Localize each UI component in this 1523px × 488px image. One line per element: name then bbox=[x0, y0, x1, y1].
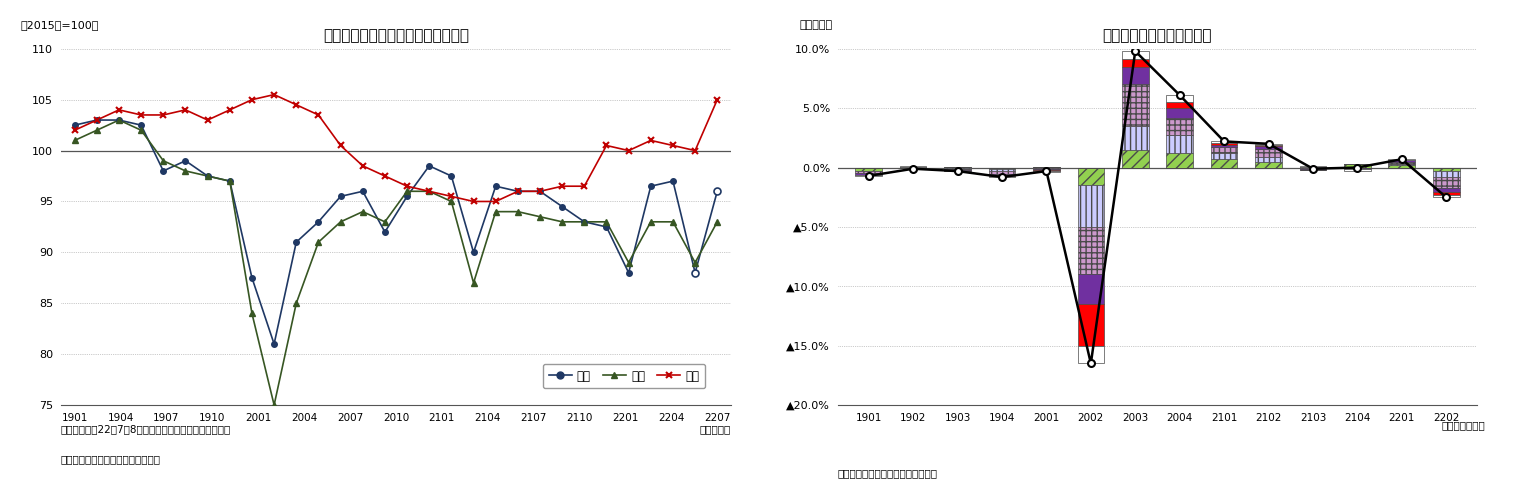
Title: 鉱工業生産・出荷・在庫指数の推移: 鉱工業生産・出荷・在庫指数の推移 bbox=[323, 28, 469, 43]
Bar bbox=[1122, 126, 1148, 150]
Bar bbox=[1433, 192, 1459, 195]
Bar bbox=[1389, 165, 1415, 167]
Bar bbox=[1078, 185, 1104, 227]
Bar bbox=[1433, 167, 1459, 171]
Bar bbox=[1122, 60, 1148, 66]
Bar bbox=[1122, 51, 1148, 60]
Bar bbox=[988, 174, 1016, 175]
Bar bbox=[1167, 153, 1193, 167]
Bar bbox=[1433, 195, 1459, 197]
Bar bbox=[1167, 136, 1193, 153]
Text: （2015年=100）: （2015年=100） bbox=[21, 20, 99, 30]
Bar bbox=[944, 167, 972, 169]
Bar bbox=[1255, 146, 1282, 148]
Bar bbox=[1389, 160, 1415, 161]
Bar bbox=[1343, 169, 1371, 171]
Bar bbox=[1211, 145, 1237, 147]
Bar bbox=[944, 169, 972, 170]
Bar bbox=[988, 169, 1016, 170]
Bar bbox=[1255, 145, 1282, 146]
Bar bbox=[856, 175, 882, 176]
Bar bbox=[1211, 159, 1237, 167]
Bar bbox=[988, 175, 1016, 176]
Bar bbox=[1167, 108, 1193, 118]
Legend: 生産, 出荷, 在庫: 生産, 出荷, 在庫 bbox=[542, 364, 705, 388]
Bar bbox=[1433, 177, 1459, 188]
Bar bbox=[1033, 171, 1060, 172]
Bar bbox=[1122, 150, 1148, 167]
Title: 鉱工業生産の業種別寄与度: 鉱工業生産の業種別寄与度 bbox=[1103, 28, 1212, 43]
Bar bbox=[1211, 147, 1237, 153]
Bar bbox=[988, 176, 1016, 177]
Bar bbox=[1167, 102, 1193, 108]
Bar bbox=[1255, 162, 1282, 167]
Bar bbox=[1078, 274, 1104, 304]
Text: （年・四半期）: （年・四半期） bbox=[1441, 420, 1485, 429]
Bar bbox=[856, 170, 882, 171]
Bar bbox=[856, 173, 882, 175]
Bar bbox=[1078, 304, 1104, 346]
Bar bbox=[1122, 84, 1148, 126]
Bar bbox=[1078, 167, 1104, 185]
Bar bbox=[988, 170, 1016, 174]
Bar bbox=[1255, 148, 1282, 157]
Bar bbox=[1389, 162, 1415, 164]
Bar bbox=[1389, 161, 1415, 162]
Bar bbox=[856, 167, 882, 170]
Bar bbox=[1299, 166, 1327, 167]
Bar bbox=[1033, 168, 1060, 169]
Bar bbox=[1211, 143, 1237, 145]
Bar bbox=[1343, 167, 1371, 169]
Bar bbox=[1211, 153, 1237, 159]
Bar bbox=[1389, 164, 1415, 165]
Bar bbox=[1033, 167, 1060, 168]
Bar bbox=[1211, 142, 1237, 143]
Text: （資料）経済産業省「鉱工業指数」: （資料）経済産業省「鉱工業指数」 bbox=[838, 468, 938, 478]
Bar bbox=[1033, 170, 1060, 171]
Bar bbox=[988, 167, 1016, 169]
Bar bbox=[1167, 95, 1193, 102]
Bar bbox=[1343, 164, 1371, 167]
Bar bbox=[1255, 144, 1282, 145]
Bar bbox=[1299, 167, 1327, 169]
Text: （資料）経済産業省「鉱工業指数」: （資料）経済産業省「鉱工業指数」 bbox=[61, 454, 161, 464]
Bar bbox=[1033, 169, 1060, 170]
Bar bbox=[900, 166, 926, 167]
Bar bbox=[1078, 346, 1104, 364]
Bar bbox=[1122, 66, 1148, 84]
Bar bbox=[900, 167, 926, 168]
Bar bbox=[1433, 188, 1459, 192]
Bar bbox=[1078, 227, 1104, 274]
Bar bbox=[1255, 157, 1282, 162]
Bar bbox=[1167, 118, 1193, 136]
Bar bbox=[944, 170, 972, 171]
Text: （年・月）: （年・月） bbox=[699, 425, 731, 434]
Text: （前期比）: （前期比） bbox=[800, 20, 833, 30]
Bar bbox=[1389, 159, 1415, 160]
Text: （注）生産の22年7、8月は製造工業生産予測指数で延長: （注）生産の22年7、8月は製造工業生産予測指数で延長 bbox=[61, 425, 231, 434]
Bar bbox=[1299, 169, 1327, 170]
Bar bbox=[1433, 171, 1459, 177]
Bar bbox=[856, 171, 882, 173]
